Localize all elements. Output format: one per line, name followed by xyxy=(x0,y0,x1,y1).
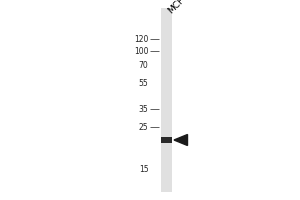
Text: 100: 100 xyxy=(134,46,148,55)
Polygon shape xyxy=(174,134,188,146)
Text: 15: 15 xyxy=(139,164,148,173)
Text: 70: 70 xyxy=(139,60,148,70)
Text: 120: 120 xyxy=(134,34,148,44)
Bar xyxy=(160,8,172,192)
Text: 55: 55 xyxy=(139,78,148,88)
Text: MCF-7: MCF-7 xyxy=(167,0,193,15)
Bar xyxy=(160,137,172,143)
Text: 35: 35 xyxy=(139,104,148,114)
Text: 25: 25 xyxy=(139,122,148,132)
